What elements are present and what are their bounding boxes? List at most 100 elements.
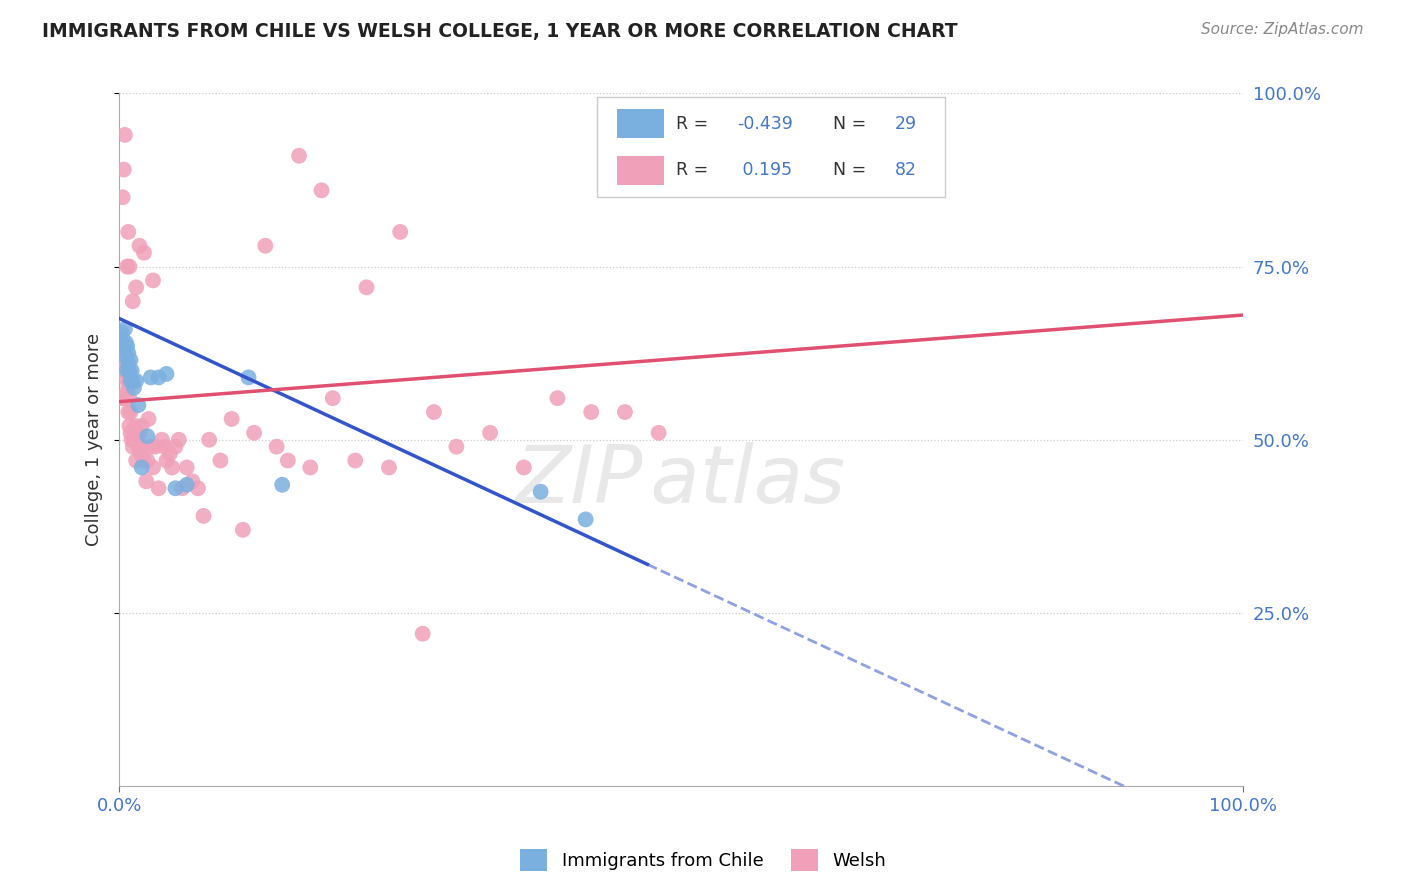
- Point: [115, 350, 138, 364]
- Point: [117, 405, 139, 419]
- Point: [139, 440, 162, 454]
- Point: [136, 429, 159, 443]
- Point: [127, 433, 149, 447]
- Point: [479, 425, 502, 440]
- Text: 29: 29: [894, 115, 917, 133]
- Point: [112, 162, 135, 177]
- Point: [112, 339, 135, 353]
- Text: -0.439: -0.439: [737, 115, 793, 133]
- Point: [172, 481, 194, 495]
- Point: [114, 370, 136, 384]
- Point: [243, 425, 266, 440]
- Point: [160, 460, 183, 475]
- Point: [138, 412, 160, 426]
- Point: [129, 447, 152, 461]
- Point: [115, 335, 138, 350]
- Point: [446, 440, 468, 454]
- Point: [111, 190, 134, 204]
- Point: [124, 418, 146, 433]
- Point: [136, 453, 159, 467]
- Point: [198, 433, 221, 447]
- Point: [135, 475, 157, 489]
- Point: [128, 425, 150, 440]
- Point: [176, 477, 198, 491]
- Point: [118, 260, 141, 274]
- Point: [128, 239, 150, 253]
- Point: [165, 440, 187, 454]
- Point: [513, 460, 536, 475]
- Point: [115, 363, 138, 377]
- Point: [575, 512, 598, 526]
- Point: [176, 460, 198, 475]
- Point: [117, 346, 139, 360]
- Text: Source: ZipAtlas.com: Source: ZipAtlas.com: [1201, 22, 1364, 37]
- Point: [148, 481, 170, 495]
- Point: [389, 225, 412, 239]
- Point: [125, 374, 148, 388]
- Point: [114, 128, 136, 142]
- Point: [423, 405, 446, 419]
- Point: [131, 418, 153, 433]
- Point: [122, 381, 145, 395]
- Point: [117, 357, 139, 371]
- Point: [581, 405, 603, 419]
- Point: [155, 367, 177, 381]
- Point: [238, 370, 260, 384]
- Point: [344, 453, 367, 467]
- Point: [121, 374, 143, 388]
- Text: 0.195: 0.195: [737, 161, 793, 179]
- Point: [266, 440, 288, 454]
- Point: [121, 294, 143, 309]
- Point: [148, 370, 170, 384]
- Point: [167, 433, 190, 447]
- Point: [115, 339, 138, 353]
- Point: [118, 363, 141, 377]
- Point: [530, 484, 553, 499]
- Point: [115, 260, 138, 274]
- Point: [159, 447, 181, 461]
- Point: [120, 425, 142, 440]
- Y-axis label: College, 1 year or more: College, 1 year or more: [86, 334, 103, 546]
- Point: [121, 363, 143, 377]
- FancyBboxPatch shape: [598, 97, 945, 197]
- Point: [110, 326, 132, 340]
- Point: [120, 374, 142, 388]
- Text: N =: N =: [821, 115, 872, 133]
- Point: [127, 440, 149, 454]
- Point: [254, 239, 277, 253]
- Point: [118, 418, 141, 433]
- Point: [613, 405, 636, 419]
- Point: [187, 481, 209, 495]
- Point: [120, 353, 142, 368]
- Point: [132, 453, 155, 467]
- FancyBboxPatch shape: [617, 109, 664, 138]
- Point: [209, 453, 232, 467]
- Point: [131, 460, 153, 475]
- Point: [356, 280, 378, 294]
- Point: [378, 460, 401, 475]
- Point: [143, 440, 166, 454]
- Point: [114, 350, 136, 364]
- Point: [288, 149, 311, 163]
- Point: [155, 453, 177, 467]
- Point: [142, 460, 165, 475]
- Point: [547, 391, 569, 405]
- Point: [118, 391, 141, 405]
- Point: [181, 475, 204, 489]
- Text: R =: R =: [675, 115, 713, 133]
- Point: [111, 363, 134, 377]
- Legend: Immigrants from Chile, Welsh: Immigrants from Chile, Welsh: [513, 842, 893, 879]
- Text: IMMIGRANTS FROM CHILE VS WELSH COLLEGE, 1 YEAR OR MORE CORRELATION CHART: IMMIGRANTS FROM CHILE VS WELSH COLLEGE, …: [42, 22, 957, 41]
- Point: [117, 377, 139, 392]
- Point: [271, 477, 294, 491]
- Text: N =: N =: [821, 161, 872, 179]
- Point: [412, 626, 434, 640]
- Point: [232, 523, 254, 537]
- Point: [114, 322, 136, 336]
- Point: [111, 332, 134, 346]
- Point: [122, 433, 145, 447]
- Point: [121, 440, 143, 454]
- Point: [299, 460, 322, 475]
- Point: [311, 183, 333, 197]
- Text: 82: 82: [894, 161, 917, 179]
